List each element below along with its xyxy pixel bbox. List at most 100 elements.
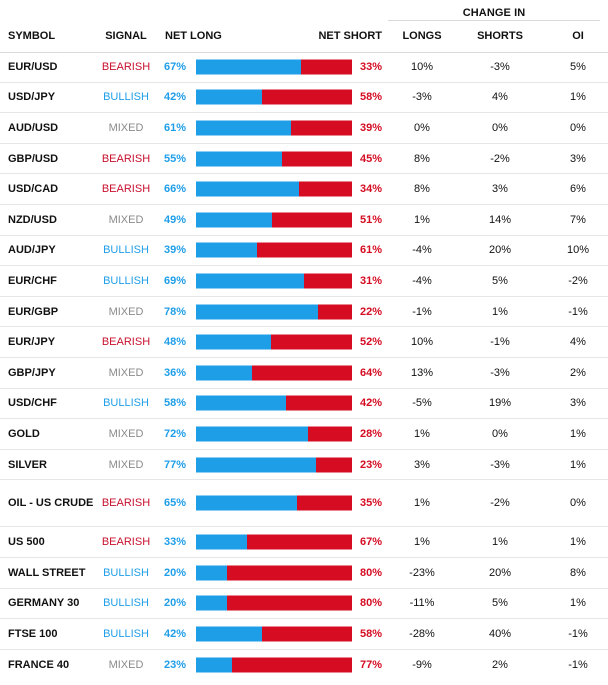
table-row[interactable]: USD/CAD BEARISH 66% 34% 8% 3% 6%	[0, 174, 608, 205]
row-symbol[interactable]: WALL STREET	[8, 566, 86, 579]
sentiment-bar	[196, 565, 352, 581]
table-row[interactable]: EUR/CHF BULLISH 69% 31% -4% 5% -2%	[0, 266, 608, 297]
table-row[interactable]: GOLD MIXED 72% 28% 1% 0% 1%	[0, 419, 608, 450]
sentiment-bar	[196, 334, 352, 350]
table-row[interactable]: USD/JPY BULLISH 42% 58% -3% 4% 1%	[0, 83, 608, 114]
table-row[interactable]: AUD/JPY BULLISH 39% 61% -4% 20% 10%	[0, 236, 608, 267]
row-symbol[interactable]: EUR/CHF	[8, 274, 57, 287]
row-symbol[interactable]: GBP/JPY	[8, 366, 56, 379]
row-symbol[interactable]: OIL - US CRUDE	[8, 497, 94, 510]
sentiment-bar-long-fill	[196, 395, 287, 411]
sentiment-bar	[196, 657, 352, 673]
table-row[interactable]: GBP/USD BEARISH 55% 45% 8% -2% 3%	[0, 144, 608, 175]
row-symbol[interactable]: USD/JPY	[8, 91, 56, 104]
row-symbol[interactable]: US 500	[8, 536, 45, 549]
sentiment-bar-long-fill	[196, 626, 262, 642]
sentiment-bar	[196, 426, 352, 442]
row-symbol[interactable]: EUR/USD	[8, 60, 58, 73]
row-symbol[interactable]: EUR/JPY	[8, 336, 56, 349]
row-change-longs: -9%	[412, 658, 432, 671]
table-row[interactable]: EUR/USD BEARISH 67% 33% 10% -3% 5%	[0, 52, 608, 83]
row-symbol[interactable]: USD/CAD	[8, 183, 59, 196]
row-net-long: 39%	[163, 244, 187, 257]
row-net-short: 42%	[359, 397, 383, 410]
row-signal: MIXED	[108, 458, 144, 471]
table-row[interactable]: GERMANY 30 BULLISH 20% 80% -11% 5% 1%	[0, 589, 608, 620]
row-symbol[interactable]: NZD/USD	[8, 213, 57, 226]
row-symbol[interactable]: EUR/GBP	[8, 305, 59, 318]
row-change-oi: 1%	[570, 458, 586, 471]
row-symbol[interactable]: USD/CHF	[8, 397, 57, 410]
row-symbol[interactable]: AUD/USD	[8, 121, 59, 134]
row-signal: BULLISH	[103, 566, 149, 579]
table-row[interactable]: SILVER MIXED 77% 23% 3% -3% 1%	[0, 450, 608, 481]
table-row[interactable]: US 500 BEARISH 33% 67% 1% 1% 1%	[0, 527, 608, 558]
table-row[interactable]: NZD/USD MIXED 49% 51% 1% 14% 7%	[0, 205, 608, 236]
table-row[interactable]: FRANCE 40 MIXED 23% 77% -9% 2% -1%	[0, 650, 608, 681]
header-signal[interactable]: SIGNAL	[105, 30, 147, 42]
sentiment-bar	[196, 212, 352, 228]
sentiment-bar	[196, 273, 352, 289]
row-net-long: 67%	[163, 60, 187, 73]
sentiment-bar-long-fill	[196, 365, 253, 381]
row-signal: MIXED	[108, 366, 144, 379]
row-net-short: 33%	[359, 60, 383, 73]
header-symbol[interactable]: SYMBOL	[8, 30, 56, 42]
row-net-short: 52%	[359, 336, 383, 349]
header-oi[interactable]: OI	[572, 30, 584, 42]
header-net-short[interactable]: NET SHORT	[318, 30, 382, 42]
row-symbol[interactable]: GERMANY 30	[8, 597, 80, 610]
table-row[interactable]: FTSE 100 BULLISH 42% 58% -28% 40% -1%	[0, 619, 608, 650]
row-signal: BULLISH	[103, 597, 149, 610]
row-symbol[interactable]: SILVER	[8, 458, 47, 471]
row-change-oi: 1%	[570, 91, 586, 104]
sentiment-bar-long-fill	[196, 89, 262, 105]
row-symbol[interactable]: GOLD	[8, 427, 40, 440]
table-row[interactable]: USD/CHF BULLISH 58% 42% -5% 19% 3%	[0, 389, 608, 420]
row-change-oi: 1%	[570, 427, 586, 440]
table-row[interactable]: AUD/USD MIXED 61% 39% 0% 0% 0%	[0, 113, 608, 144]
row-net-short: 61%	[359, 244, 383, 257]
row-change-shorts: 19%	[488, 397, 512, 410]
table-row[interactable]: OIL - US CRUDE BEARISH 65% 35% 1% -2% 0%	[0, 480, 608, 528]
row-signal: MIXED	[108, 427, 144, 440]
row-symbol[interactable]: FTSE 100	[8, 627, 58, 640]
sentiment-bar-long-fill	[196, 242, 257, 258]
sentiment-bar-long-fill	[196, 595, 228, 611]
row-change-shorts: 3%	[492, 183, 508, 196]
row-change-shorts: 20%	[488, 244, 512, 257]
row-change-longs: -4%	[412, 244, 432, 257]
row-change-longs: 10%	[410, 336, 434, 349]
row-net-short: 51%	[359, 213, 383, 226]
table-row[interactable]: EUR/GBP MIXED 78% 22% -1% 1% -1%	[0, 297, 608, 328]
header-net-long[interactable]: NET LONG	[165, 30, 222, 42]
table-row[interactable]: WALL STREET BULLISH 20% 80% -23% 20% 8%	[0, 558, 608, 589]
row-change-shorts: 14%	[488, 213, 512, 226]
row-net-short: 77%	[359, 658, 383, 671]
row-change-longs: -5%	[412, 397, 432, 410]
table-row[interactable]: GBP/JPY MIXED 36% 64% 13% -3% 2%	[0, 358, 608, 389]
sentiment-bar	[196, 120, 352, 136]
row-net-long: 20%	[163, 597, 187, 610]
sentiment-bar	[196, 181, 352, 197]
sentiment-bar-long-fill	[196, 304, 318, 320]
row-change-shorts: -3%	[490, 60, 510, 73]
header-longs[interactable]: LONGS	[402, 30, 442, 42]
row-symbol[interactable]: AUD/JPY	[8, 244, 56, 257]
row-change-shorts: 40%	[488, 627, 512, 640]
header-shorts[interactable]: SHORTS	[477, 30, 523, 42]
sentiment-bar-long-fill	[196, 120, 292, 136]
row-change-longs: -3%	[412, 91, 432, 104]
sentiment-bar-long-fill	[196, 334, 271, 350]
sentiment-bar-long-fill	[196, 495, 298, 511]
row-symbol[interactable]: FRANCE 40	[8, 658, 70, 671]
row-change-shorts: 4%	[492, 91, 508, 104]
row-change-oi: -1%	[568, 305, 588, 318]
row-symbol[interactable]: GBP/USD	[8, 152, 59, 165]
table-row[interactable]: EUR/JPY BEARISH 48% 52% 10% -1% 4%	[0, 327, 608, 358]
row-change-shorts: 20%	[488, 566, 512, 579]
sentiment-bar	[196, 495, 352, 511]
sentiment-bar	[196, 365, 352, 381]
row-net-short: 28%	[359, 427, 383, 440]
